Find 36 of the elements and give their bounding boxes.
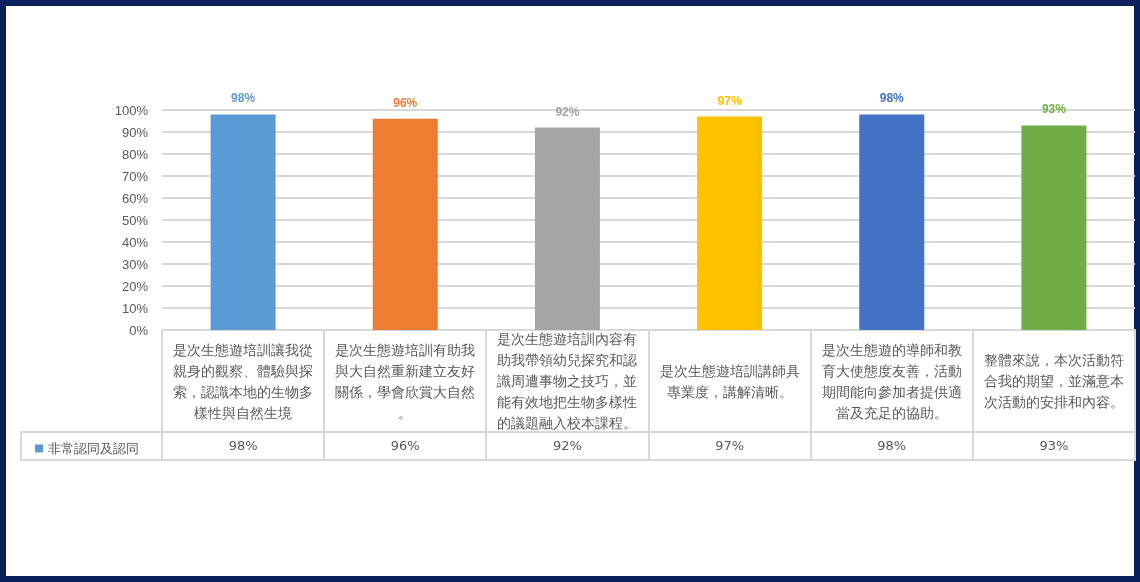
bar [1021,125,1087,330]
bar [534,127,600,330]
y-tick-label: 30% [121,256,149,272]
data-label: 98% [227,438,259,453]
x-tick-label: 是次生態遊培訓內容有助我帶領幼兒探究和認識周遭事物之技巧，並能有效地把生物多樣性的議題融入校本課程。 [497,331,638,431]
y-tick-label: 40% [121,234,149,250]
bar [697,116,763,330]
data-label: 97% [714,438,746,453]
text: 97% [717,93,742,108]
text: 92% [555,104,580,119]
data-label: 98% [876,438,908,453]
y-tick-label: 100% [114,102,149,118]
bar [210,114,276,330]
y-tick-label: 80% [121,146,149,162]
y-tick-label: 90% [121,124,149,140]
y-tick-label: 10% [121,300,149,316]
bar [859,114,925,330]
y-tick-label: 50% [121,212,149,228]
data-label: 92% [551,438,583,453]
x-tick-label: 整體來說，本次活動符合我的期望，並滿意本次活動的安排和內容。 [983,352,1124,410]
x-tick-label: 是次生態遊培訓讓我從親身的觀察、體驗與探索，認識本地的生物多樣性與自然生境 [173,341,314,421]
data-label: 93% [1038,438,1070,453]
y-tick-label: 0% [129,322,149,338]
legend-label: 非常認同及認同 [48,441,139,456]
x-tick-label: 是次生態遊培訓講師具專業度，講解清晰。 [659,362,800,400]
text: 98% [879,91,904,106]
data-label: 96% [389,438,421,453]
x-tick-label: 是次生態遊的導師和教育大使態度友善，活動期間能向參加者提供適當及充足的協助。 [821,341,962,421]
y-tick-label: 60% [121,190,149,206]
text: 96% [393,95,418,110]
bar [372,118,438,330]
text: 93% [1041,102,1066,117]
x-tick-label: 是次生態遊培訓有助我與大自然重新建立友好關係，學會欣賞大自然。 [335,341,476,421]
text: 98% [231,91,256,106]
y-tick-label: 20% [121,278,149,294]
y-tick-label: 70% [121,168,149,184]
